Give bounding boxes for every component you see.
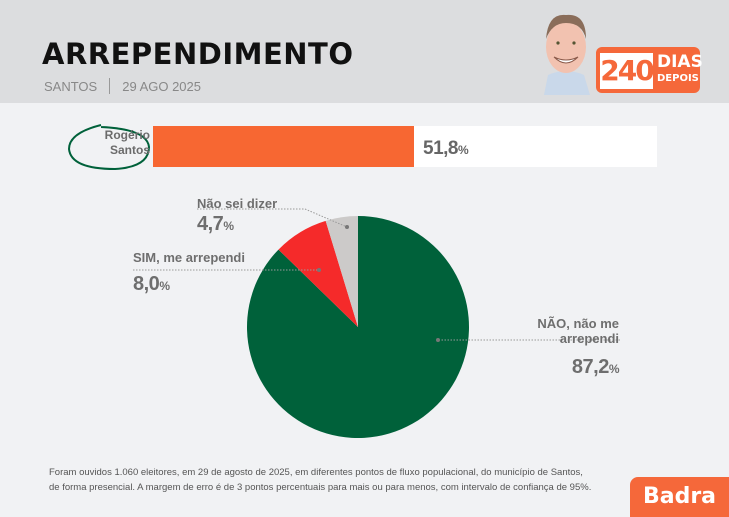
page-title: ARREPENDIMENTO — [42, 37, 354, 71]
candidate-caricature — [544, 14, 590, 95]
label-nao-unit: % — [608, 362, 620, 376]
badge-line1: DIAS — [657, 52, 703, 72]
days-badge: 240 DIAS DEPOIS — [596, 47, 703, 93]
candidate-last-name: Santos — [109, 143, 150, 157]
slice-label-nao: NÃO, não me arrependi 87,2% — [480, 316, 619, 379]
header: ARREPENDIMENTO SANTOS 29 AGO 2025 240 DI… — [0, 0, 729, 103]
label-sim-unit: % — [159, 279, 170, 293]
brand-logo: Badra — [630, 477, 729, 517]
label-sim-value: 8,0 — [133, 273, 160, 295]
leader-dot-nao — [436, 338, 440, 342]
approval-bar-track — [153, 126, 657, 167]
candidate-first-name: Rogério — [104, 128, 150, 142]
divider — [109, 78, 111, 94]
slice-label-nao-sei: Não sei dizer 4,7% — [197, 196, 277, 236]
label-nao-name: NÃO, não me arrependi — [537, 316, 619, 346]
subtitle: SANTOS 29 AGO 2025 — [44, 78, 201, 94]
approval-value-number: 51,8 — [423, 138, 458, 159]
leader-dot-sim — [317, 268, 321, 272]
label-nao-sei-value: 4,7 — [197, 213, 224, 235]
pie-slice-nao-sei — [325, 216, 358, 327]
pie-slice-sim — [278, 220, 358, 327]
approval-bar-fill — [153, 126, 415, 167]
city: SANTOS — [44, 78, 98, 94]
highlight-circle — [67, 124, 151, 171]
slice-label-sim: SIM, me arrependi 8,0% — [133, 250, 245, 296]
methodology-note: Foram ouvidos 1.060 eleitores, em 29 de … — [49, 465, 591, 495]
badge-line2: DEPOIS — [657, 73, 699, 84]
leader-dot-nao-sei — [345, 225, 349, 229]
approval-unit: % — [457, 143, 469, 157]
methodology-line2: de forma presencial. A margem de erro é … — [49, 482, 592, 493]
approval-value: 51,8% — [423, 138, 469, 160]
label-nao-sei-name: Não sei dizer — [197, 196, 278, 211]
label-nao-value: 87,2 — [571, 356, 609, 378]
leader-line-nao-sei — [197, 208, 348, 228]
candidate-name: Rogério Santos — [100, 128, 150, 158]
label-sim-name: SIM, me arrependi — [133, 250, 245, 265]
badge-number: 240 — [600, 53, 655, 89]
date: 29 AGO 2025 — [122, 78, 201, 94]
methodology-line1: Foram ouvidos 1.060 eleitores, em 29 de … — [49, 467, 583, 478]
label-nao-sei-unit: % — [223, 219, 234, 233]
